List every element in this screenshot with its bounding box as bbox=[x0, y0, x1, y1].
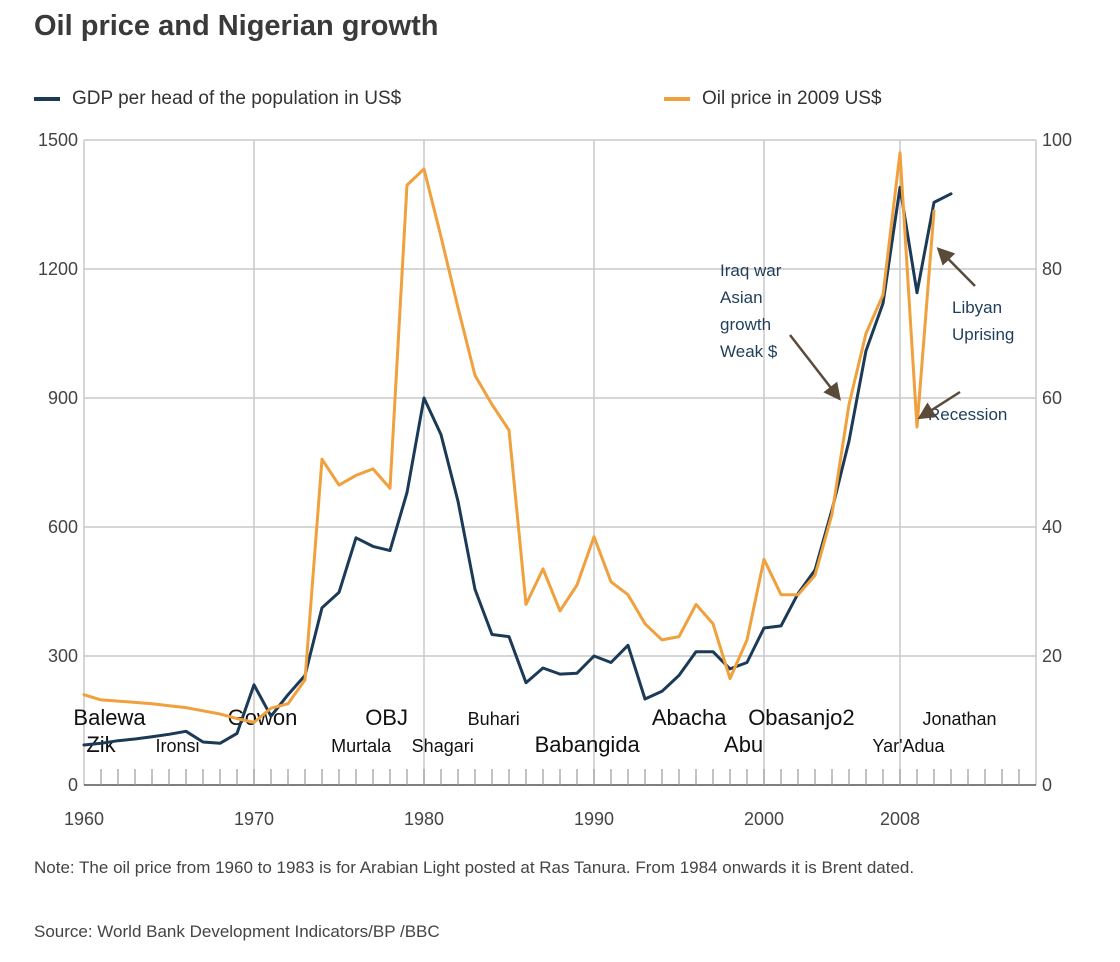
chart-source: Source: World Bank Development Indicator… bbox=[34, 922, 440, 941]
leader-label: Buhari bbox=[468, 709, 520, 729]
x-tick-label: 2000 bbox=[744, 809, 784, 829]
x-tick-label: 2008 bbox=[880, 809, 920, 829]
annotation-text: growth bbox=[720, 315, 771, 334]
leader-label: Babangida bbox=[535, 732, 641, 757]
y-left-tick-label: 1200 bbox=[38, 259, 78, 279]
annotation-text: Asian bbox=[720, 288, 763, 307]
leader-label: OBJ bbox=[365, 705, 408, 730]
y-left-tick-label: 600 bbox=[48, 517, 78, 537]
y-right-tick-label: 40 bbox=[1042, 517, 1062, 537]
y-right-tick-label: 60 bbox=[1042, 388, 1062, 408]
annotation-text: Uprising bbox=[952, 325, 1014, 344]
legend-oil-swatch bbox=[664, 97, 690, 101]
leader-label: Murtala bbox=[331, 736, 392, 756]
leader-label: Ironsi bbox=[155, 736, 199, 756]
x-tick-label: 1970 bbox=[234, 809, 274, 829]
y-right-tick-label: 0 bbox=[1042, 775, 1052, 795]
leader-label: Abacha bbox=[652, 705, 727, 730]
oil-price-line bbox=[82, 151, 936, 724]
leader-label: Shagari bbox=[412, 736, 474, 756]
x-tick-label: 1960 bbox=[64, 809, 104, 829]
leader-label: Balewa bbox=[73, 705, 146, 730]
leader-label: Abu bbox=[724, 732, 763, 757]
y-right-tick-label: 80 bbox=[1042, 259, 1062, 279]
legend-gdp-swatch bbox=[34, 97, 60, 101]
legend-gdp-label: GDP per head of the population in US$ bbox=[72, 88, 402, 109]
y-right-tick-label: 20 bbox=[1042, 646, 1062, 666]
annotation-text: Libyan bbox=[952, 298, 1002, 317]
legend-oil: Oil price in 2009 US$ bbox=[664, 88, 882, 110]
chart-note: Note: The oil price from 1960 to 1983 is… bbox=[34, 858, 915, 877]
y-left-tick-label: 0 bbox=[68, 775, 78, 795]
annotation-text: Weak $ bbox=[720, 342, 778, 361]
leader-label: Obasanjo2 bbox=[748, 705, 854, 730]
y-left-tick-label: 300 bbox=[48, 646, 78, 666]
legend-oil-label: Oil price in 2009 US$ bbox=[702, 88, 882, 109]
leader-label: Yar'Adua bbox=[872, 736, 945, 756]
chart-title: Oil price and Nigerian growth bbox=[34, 10, 439, 42]
annotation-arrow bbox=[789, 334, 841, 401]
annotation-arrow bbox=[917, 390, 961, 420]
gdp-line bbox=[82, 185, 953, 747]
annotation-text: Iraq war bbox=[720, 261, 782, 280]
x-tick-label: 1980 bbox=[404, 809, 444, 829]
y-left-tick-label: 1500 bbox=[38, 130, 78, 150]
y-left-tick-label: 900 bbox=[48, 388, 78, 408]
legend-gdp: GDP per head of the population in US$ bbox=[34, 88, 401, 110]
annotation-text: Recession bbox=[928, 405, 1007, 424]
y-right-tick-label: 100 bbox=[1042, 130, 1072, 150]
annotation-arrow bbox=[936, 247, 976, 287]
x-tick-label: 1990 bbox=[574, 809, 614, 829]
leader-label: Jonathan bbox=[922, 709, 996, 729]
